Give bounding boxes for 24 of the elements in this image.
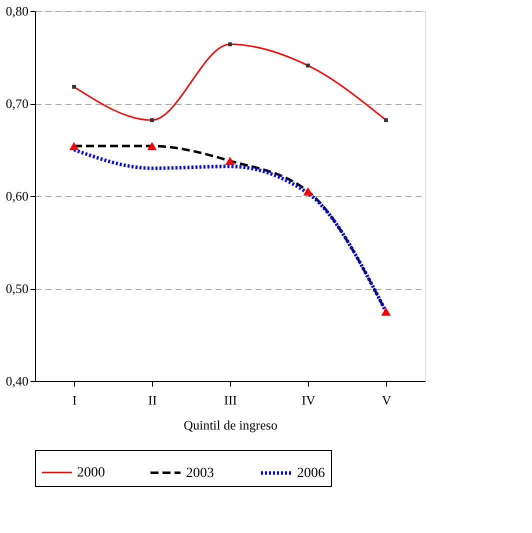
point — [150, 118, 154, 122]
y-tick-label: 0,50 — [6, 281, 28, 296]
point — [228, 42, 232, 46]
x-tick-label: I — [72, 392, 77, 408]
x-axis-title: Quintil de ingreso — [184, 418, 278, 432]
x-tick-label: III — [224, 392, 237, 408]
point — [225, 156, 235, 165]
x-tick-label: II — [148, 392, 157, 408]
y-tick-label: 0,40 — [6, 374, 28, 388]
y-tick-label: 0,80 — [6, 4, 28, 18]
point — [384, 118, 388, 122]
x-tick-label: IV — [302, 392, 316, 408]
y-tick-label: 0,70 — [6, 96, 28, 111]
x-tick-label: V — [382, 392, 392, 408]
point — [72, 84, 76, 89]
point — [147, 142, 157, 150]
legend-label: 2006 — [297, 466, 325, 481]
y-tick-label: 0,60 — [6, 188, 28, 204]
point — [69, 142, 79, 150]
point — [303, 187, 313, 196]
point — [306, 64, 310, 68]
point — [381, 308, 391, 316]
legend-label: 2000 — [77, 466, 105, 480]
legend-label: 2003 — [186, 466, 214, 481]
